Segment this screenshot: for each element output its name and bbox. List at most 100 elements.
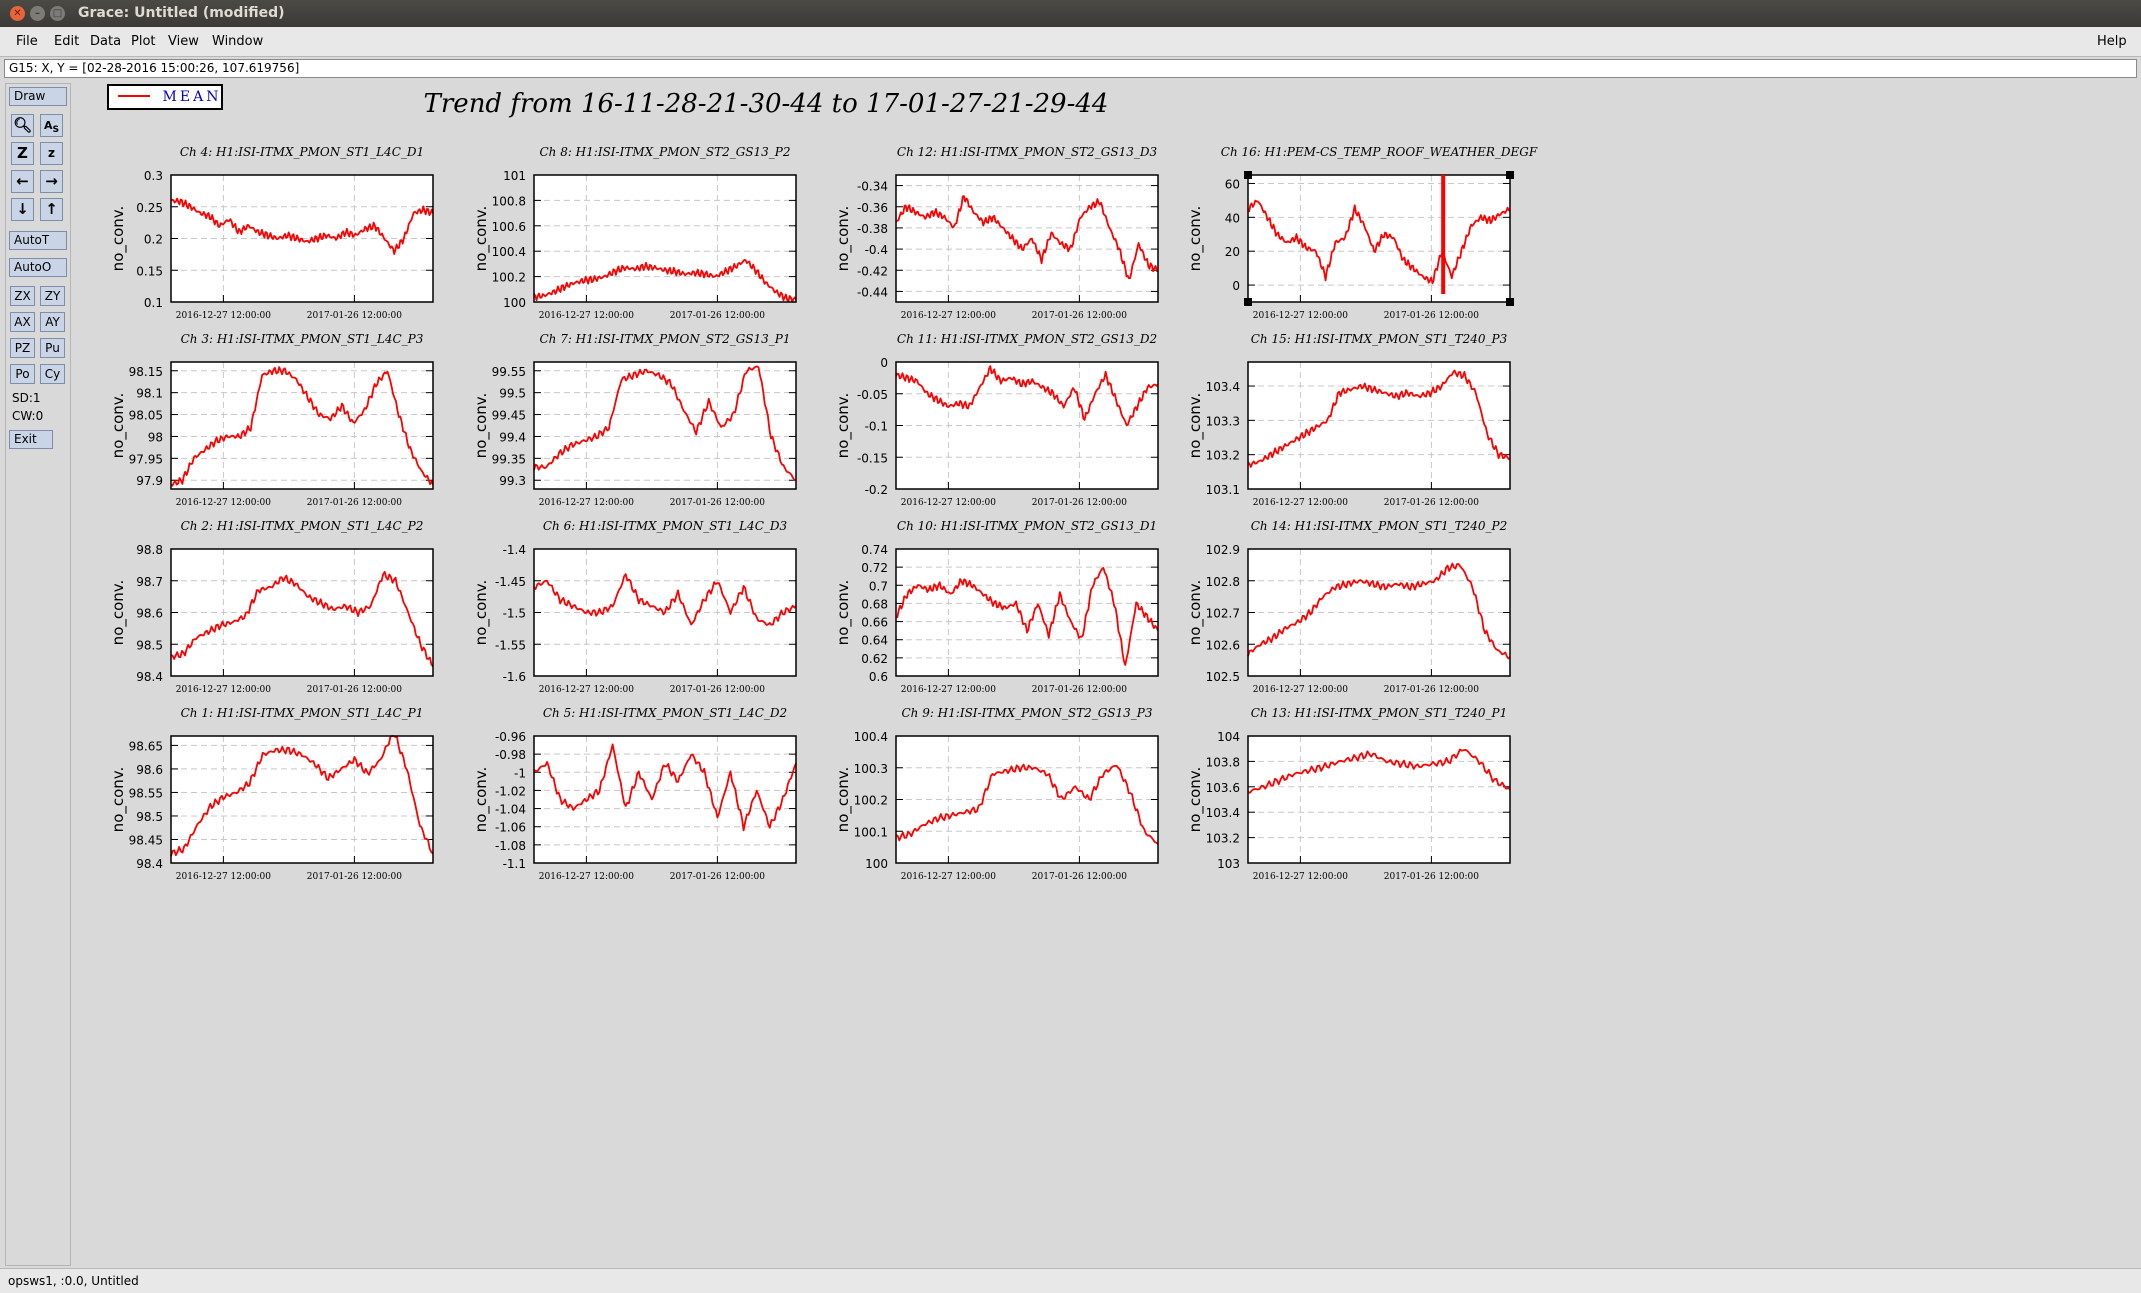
panel-14: -1.1 -1.08 -1.06 -1.04 -1.02 -1 -0.98 -0.96 2016… xyxy=(472,706,797,882)
menu-data[interactable]: Data xyxy=(90,34,122,49)
series-mean-line xyxy=(1247,748,1511,794)
plot-area[interactable] xyxy=(1248,736,1510,863)
scroll-up-icon[interactable]: ↑ xyxy=(40,198,63,221)
y-tick-label: 98.05 xyxy=(129,409,163,423)
zy-button[interactable]: ZY xyxy=(40,286,65,306)
menu-help[interactable]: Help xyxy=(2097,34,2127,49)
autoscale-icon[interactable]: AS xyxy=(40,114,63,137)
y-tick-label: 98.7 xyxy=(136,575,163,589)
ay-button[interactable]: AY xyxy=(40,312,65,332)
x-tick-label: 2016-12-27 12:00:00 xyxy=(539,685,634,695)
window-buttons: ✕ – □ xyxy=(10,6,65,21)
series-mean-line xyxy=(533,573,797,626)
scroll-left-icon[interactable]: ← xyxy=(11,170,34,193)
x-tick-label: 2017-01-26 12:00:00 xyxy=(670,685,765,695)
plot-area[interactable] xyxy=(534,175,796,302)
y-tick-label: 104 xyxy=(1217,730,1240,744)
zoom-icon[interactable]: 🔍︎ xyxy=(11,114,34,137)
minimize-icon[interactable]: – xyxy=(30,6,45,21)
panel-9: 98.4 98.5 98.6 98.7 98.8 2016-12-27 12:00:00 2… xyxy=(109,519,434,695)
selection-handle[interactable] xyxy=(1506,171,1514,179)
y-tick-label: 103.2 xyxy=(1206,449,1240,463)
plot-area[interactable] xyxy=(896,175,1158,302)
panel-title: Ch 4: H1:ISI-ITMX_PMON_ST1_L4C_D1 xyxy=(180,145,424,159)
locator-bar: G15: X, Y = [02-28-2016 15:00:26, 107.61… xyxy=(4,59,2137,78)
scroll-right-icon[interactable]: → xyxy=(40,170,63,193)
panel-6: 99.3 99.35 99.4 99.45 99.5 99.55 2016-12-27 12… xyxy=(472,332,797,508)
x-tick-label: 2017-01-26 12:00:00 xyxy=(307,311,402,321)
y-tick-label: -0.34 xyxy=(857,180,888,194)
maximize-icon[interactable]: □ xyxy=(50,6,65,21)
menu-file[interactable]: File xyxy=(16,34,38,49)
panel-15: 100 100.1 100.2 100.3 100.4 2016-12-27 12:00:… xyxy=(834,706,1159,882)
x-tick-label: 2016-12-27 12:00:00 xyxy=(901,311,996,321)
y-tick-label: -0.98 xyxy=(495,748,526,762)
y-tick-label: 103.4 xyxy=(1206,380,1240,394)
close-icon[interactable]: ✕ xyxy=(10,6,25,21)
cy-button[interactable]: Cy xyxy=(40,364,65,384)
menu-view[interactable]: View xyxy=(168,34,199,49)
y-tick-label: 103.2 xyxy=(1206,832,1240,846)
series-mean-line xyxy=(170,570,434,668)
y-tick-label: 100.4 xyxy=(492,245,526,259)
po-button[interactable]: Po xyxy=(10,364,35,384)
y-tick-label: -0.42 xyxy=(857,264,888,278)
menu-window[interactable]: Window xyxy=(212,34,264,49)
menu-edit[interactable]: Edit xyxy=(54,34,80,49)
panel-title: Ch 3: H1:ISI-ITMX_PMON_ST1_L4C_P3 xyxy=(181,332,424,346)
plot-area[interactable] xyxy=(534,362,796,489)
zoom-in-icon[interactable]: Z xyxy=(11,142,34,165)
y-axis-label: no_conv. xyxy=(109,206,128,272)
y-tick-label: -1.08 xyxy=(495,839,526,853)
y-tick-label: -0.96 xyxy=(495,730,526,744)
y-axis-label: no_conv. xyxy=(1186,393,1205,459)
panel-13: 98.4 98.45 98.5 98.55 98.6 98.65 2016-12-27 12… xyxy=(109,706,434,882)
autoo-button[interactable]: AutoO xyxy=(9,258,67,277)
y-tick-label: 98.5 xyxy=(136,638,163,652)
plot-area[interactable] xyxy=(1248,362,1510,489)
pz-button[interactable]: PZ xyxy=(10,338,35,358)
panel-5: 97.9 97.95 98 98.05 98.1 98.15 2016-12-27 12:0… xyxy=(109,332,434,508)
series-mean-line xyxy=(533,258,797,303)
y-tick-label: 100.4 xyxy=(854,730,888,744)
y-tick-label: 101 xyxy=(503,169,526,183)
selection-handle[interactable] xyxy=(1244,298,1252,306)
pu-button[interactable]: Pu xyxy=(40,338,65,358)
graph-canvas[interactable]: Trend from 16-11-28-21-30-44 to 17-01-27… xyxy=(76,83,2138,1266)
panel-11: 0.6 0.62 0.64 0.66 0.68 0.7 0.72 0.74 2016-12-27… xyxy=(834,519,1159,695)
series-mean-line xyxy=(1247,199,1511,285)
x-tick-label: 2017-01-26 12:00:00 xyxy=(1384,685,1479,695)
y-axis-label: no_conv. xyxy=(1186,767,1205,833)
x-tick-label: 2016-12-27 12:00:00 xyxy=(539,872,634,882)
draw-button[interactable]: Draw xyxy=(9,87,67,106)
panel-title: Ch 13: H1:ISI-ITMX_PMON_ST1_T240_P1 xyxy=(1251,706,1508,720)
panel-title: Ch 9: H1:ISI-ITMX_PMON_ST2_GS13_P3 xyxy=(901,706,1152,720)
y-tick-label: 99.5 xyxy=(499,387,526,401)
panel-12: 102.5 102.6 102.7 102.8 102.9 2016-12-27 12:0… xyxy=(1186,519,1511,695)
y-axis-label: no_conv. xyxy=(472,393,491,459)
plot-frame xyxy=(1247,361,1511,490)
selection-handle[interactable] xyxy=(1506,298,1514,306)
y-axis-label: no_conv. xyxy=(109,580,128,646)
y-tick-label: -1 xyxy=(514,766,526,780)
y-tick-label: 99.35 xyxy=(492,452,526,466)
menu-plot[interactable]: Plot xyxy=(131,34,156,49)
y-tick-label: 0.3 xyxy=(144,169,163,183)
zoom-out-icon[interactable]: z xyxy=(40,142,63,165)
exit-button[interactable]: Exit xyxy=(9,430,53,449)
status-bar: opsws1, :0.0, Untitled xyxy=(0,1268,2141,1293)
plot-area[interactable] xyxy=(1248,175,1510,302)
x-tick-label: 2017-01-26 12:00:00 xyxy=(1032,498,1127,508)
panel-2: 100 100.2 100.4 100.6 100.8 101 2016-12-27 12:… xyxy=(472,145,797,321)
autot-button[interactable]: AutoT xyxy=(9,231,67,250)
y-tick-label: 0.66 xyxy=(861,616,888,630)
zx-button[interactable]: ZX xyxy=(10,286,35,306)
plot-area[interactable] xyxy=(171,362,433,489)
scroll-down-icon[interactable]: ↓ xyxy=(11,198,34,221)
plot-area[interactable] xyxy=(534,736,796,863)
plot-area[interactable] xyxy=(896,549,1158,676)
selection-handle[interactable] xyxy=(1244,171,1252,179)
panel-title: Ch 14: H1:ISI-ITMX_PMON_ST1_T240_P2 xyxy=(1251,519,1508,533)
y-tick-label: 0.68 xyxy=(861,597,888,611)
ax-button[interactable]: AX xyxy=(10,312,35,332)
